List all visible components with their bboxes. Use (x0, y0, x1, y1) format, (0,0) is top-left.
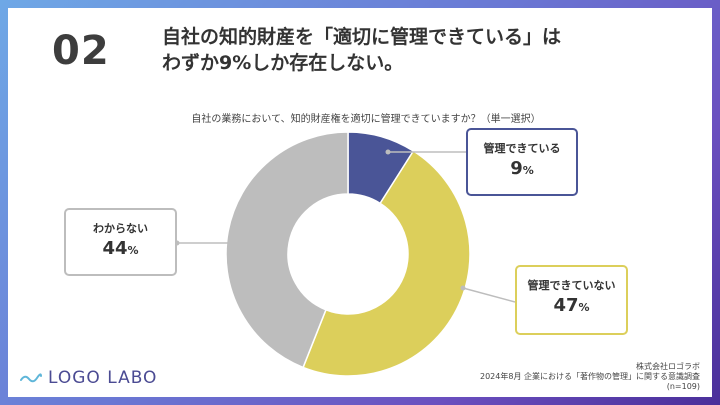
callout-unknown-label: わからない (93, 222, 148, 235)
callout-unknown-number: 44 (102, 238, 128, 259)
callout-unknown-unit: % (127, 244, 139, 257)
slide-title-line-2: わずか9%しか存在しない。 (162, 52, 404, 74)
callout-unknown-value: 44% (66, 238, 175, 259)
callout-unmanaged-unit: % (578, 301, 590, 314)
donut-chart (174, 131, 516, 377)
source-sample-size: (n=109) (666, 382, 700, 391)
slide-card: 02 自社の知的財産を「適切に管理できている」は わずか9%しか存在しない。 自… (8, 8, 712, 397)
chart-title: 自社の業務において、知的財産権を適切に管理できていますか？（単一選択） (191, 114, 541, 125)
source-company: 株式会社ロゴラボ (636, 362, 700, 371)
logo-wave-icon (20, 373, 42, 383)
callout-unmanaged-label: 管理できていない (527, 279, 616, 292)
leader-line-unmanaged (462, 287, 516, 303)
callout-unmanaged-value: 47% (517, 295, 626, 316)
callout-managed-number: 9 (510, 158, 523, 179)
source-note: 株式会社ロゴラボ 2024年8月 企業における「著作物の管理」に関する意識調査 … (340, 362, 700, 392)
leader-lines (174, 149, 516, 303)
donut-slice-unmanaged (302, 149, 471, 377)
callout-managed: 管理できている 9% (466, 128, 578, 196)
callout-unmanaged-number: 47 (553, 295, 579, 316)
donut-slice-unknown (225, 131, 349, 369)
logo-text: LOGO LABO (48, 368, 158, 388)
callout-unmanaged: 管理できていない 47% (515, 265, 628, 335)
callout-unknown: わからない 44% (64, 208, 177, 276)
callout-managed-value: 9% (468, 158, 576, 179)
donut-slices (225, 131, 471, 377)
brand-logo: LOGO LABO (20, 368, 157, 388)
callout-managed-label: 管理できている (483, 142, 561, 155)
slide-number: 02 (52, 28, 110, 74)
leader-dot-managed (385, 149, 391, 155)
leader-dot-unmanaged (460, 285, 466, 291)
callout-managed-unit: % (522, 164, 534, 177)
source-survey: 2024年8月 企業における「著作物の管理」に関する意識調査 (480, 372, 700, 381)
slide-title-line-1: 自社の知的財産を「適切に管理できている」は (162, 26, 562, 48)
slide-title: 自社の知的財産を「適切に管理できている」は わずか9%しか存在しない。 (162, 24, 682, 76)
